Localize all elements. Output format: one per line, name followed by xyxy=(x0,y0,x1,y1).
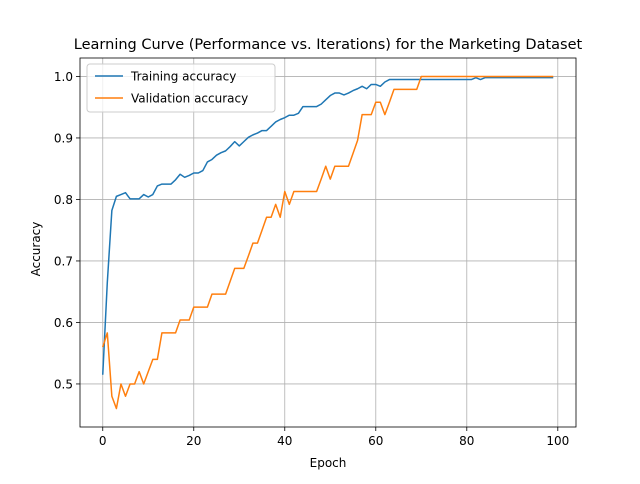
x-tick-label: 20 xyxy=(186,434,201,448)
y-tick-label: 0.5 xyxy=(54,377,73,391)
y-tick-label: 1.0 xyxy=(54,70,73,84)
y-tick-label: 0.9 xyxy=(54,131,73,145)
x-tick-label: 60 xyxy=(368,434,383,448)
legend: Training accuracy Validation accuracy xyxy=(86,63,276,113)
grid-layer xyxy=(80,58,576,427)
series-line-training xyxy=(102,76,554,375)
x-tick-label: 80 xyxy=(459,434,474,448)
tick-layer: 0 20 40 60 80 100 0.5 0.6 0.7 0.8 0.9 1.0 xyxy=(54,70,569,448)
legend-box xyxy=(86,63,276,113)
x-tick-label: 0 xyxy=(99,434,107,448)
x-tick-label: 40 xyxy=(277,434,292,448)
legend-label: Training accuracy xyxy=(130,70,236,84)
series-line-validation xyxy=(102,75,554,410)
y-axis-label: Accuracy xyxy=(29,222,43,277)
y-tick-label: 0.7 xyxy=(54,254,73,268)
chart-title: Learning Curve (Performance vs. Iteratio… xyxy=(74,37,583,53)
x-axis-label: Epoch xyxy=(310,456,347,470)
series-layer xyxy=(102,75,554,410)
axes-frame xyxy=(79,57,577,428)
y-tick-label: 0.8 xyxy=(54,193,73,207)
y-tick-label: 0.6 xyxy=(54,316,73,330)
x-tick-label: 100 xyxy=(546,434,569,448)
legend-label: Validation accuracy xyxy=(131,92,248,106)
